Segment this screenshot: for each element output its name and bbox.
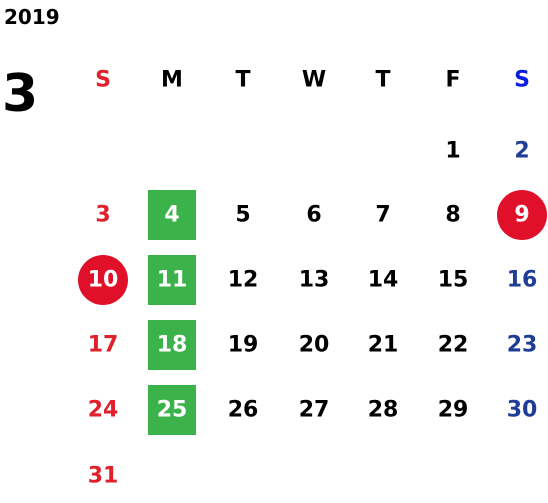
day: 8	[445, 203, 460, 228]
day: 23	[507, 333, 538, 358]
day: 7	[375, 203, 390, 228]
weekday-label: S	[514, 68, 530, 93]
day: 6	[306, 203, 321, 228]
weekday-label: T	[235, 68, 250, 93]
highlight-circle	[497, 190, 547, 240]
day: 20	[299, 333, 330, 358]
day: 10	[88, 268, 119, 293]
weekday-label: W	[302, 68, 326, 93]
day: 25	[157, 398, 188, 423]
day: 12	[228, 268, 259, 293]
weekday-label: S	[95, 68, 111, 93]
year: 2019	[4, 5, 60, 29]
day: 3	[95, 203, 110, 228]
day: 16	[507, 268, 538, 293]
day: 4	[164, 203, 179, 228]
day: 17	[88, 333, 119, 358]
day: 14	[368, 268, 399, 293]
weekday-label: T	[375, 68, 390, 93]
day: 13	[299, 268, 330, 293]
day: 11	[157, 268, 188, 293]
day: 29	[438, 398, 469, 423]
highlight-square	[148, 320, 196, 370]
day: 31	[88, 464, 119, 489]
day: 19	[228, 333, 259, 358]
month: 3	[2, 64, 38, 124]
day: 27	[299, 398, 330, 423]
highlight-square	[148, 385, 196, 435]
day: 24	[88, 398, 119, 423]
highlight-square	[148, 190, 196, 240]
day: 22	[438, 333, 469, 358]
day: 1	[445, 139, 460, 164]
day: 5	[235, 203, 250, 228]
highlight-circle	[78, 255, 128, 305]
day: 9	[514, 203, 529, 228]
day: 18	[157, 333, 188, 358]
day: 15	[438, 268, 469, 293]
weekday-label: M	[161, 68, 183, 93]
highlight-square	[148, 255, 196, 305]
weekday-label: F	[445, 68, 460, 93]
day: 28	[368, 398, 399, 423]
day: 26	[228, 398, 259, 423]
day: 2	[514, 139, 529, 164]
day: 30	[507, 398, 538, 423]
day: 21	[368, 333, 399, 358]
